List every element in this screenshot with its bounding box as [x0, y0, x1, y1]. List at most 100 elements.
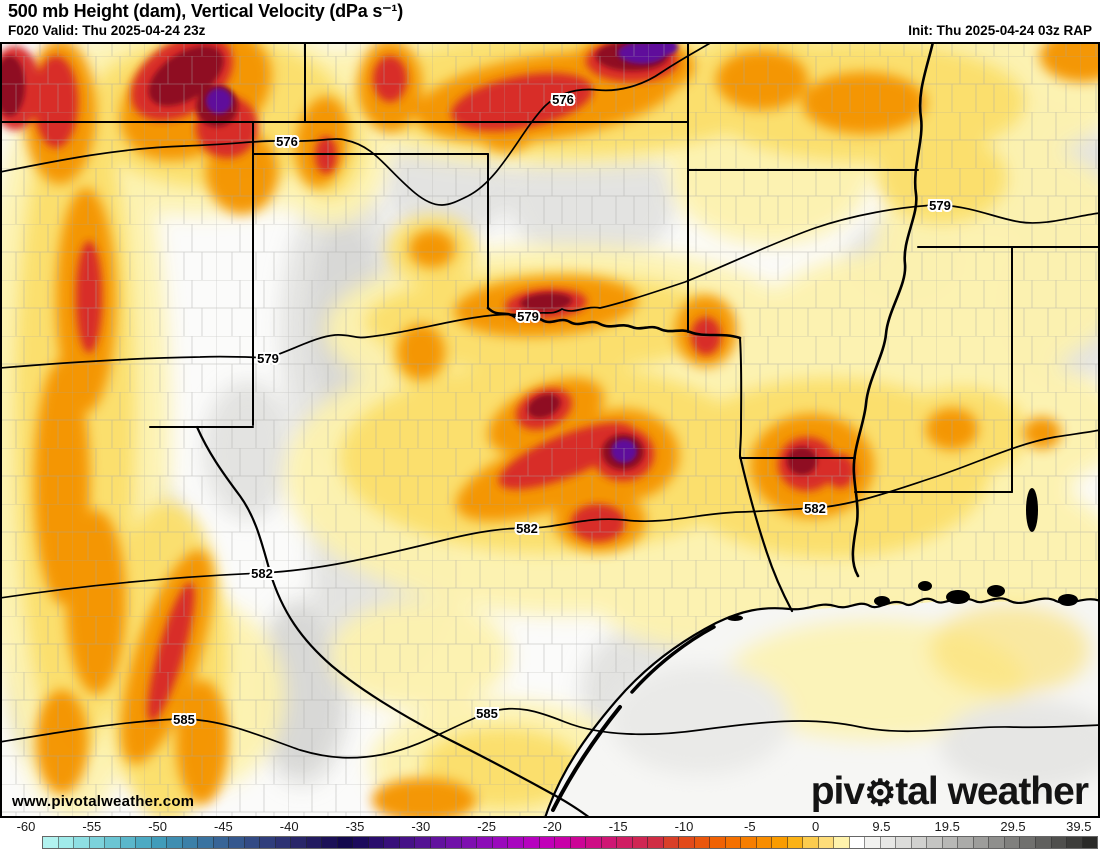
colorbar-cell [523, 837, 540, 848]
gear-icon: ⚙ [864, 773, 896, 813]
colorbar-cell [958, 837, 974, 848]
colorbar-cell [213, 837, 230, 848]
colorbar-cell [663, 837, 680, 848]
colorbar-cell [710, 837, 726, 848]
colorbar-cell [477, 837, 493, 848]
map-panel: 576 576 579 579 579 582 582 582 585 585 … [0, 42, 1100, 818]
contour-label: 579 [929, 198, 951, 213]
colorbar-cell [43, 837, 59, 848]
colorbar-tick-label: -15 [608, 819, 628, 834]
colorbar-cell [834, 837, 850, 848]
colorbar-cell [198, 837, 214, 848]
colorbar-tick-label: -30 [411, 819, 431, 834]
colorbar-tick-label: -45 [213, 819, 233, 834]
valid-time-label: F020 Valid: Thu 2025-04-24 23z [8, 23, 206, 38]
colorbar-cell [555, 837, 571, 848]
contour-label: 585 [173, 712, 195, 727]
watermark-url: www.pivotalweather.com [12, 793, 195, 810]
colorbar-cell [989, 837, 1005, 848]
colorbar-cell [756, 837, 773, 848]
colorbar-cell [880, 837, 897, 848]
colorbar-cell [182, 837, 199, 848]
colorbar-cell [539, 837, 556, 848]
colorbar-cell [368, 837, 385, 848]
colorbar-tick-label: 9.5 [872, 819, 891, 834]
colorbar-cell [1036, 837, 1052, 848]
colorbar-cell [911, 837, 928, 848]
contour-label: 582 [804, 501, 826, 516]
colorbar-cell [865, 837, 881, 848]
colorbar-cell [570, 837, 587, 848]
colorbar-cell [461, 837, 478, 848]
colorbar-cell [1051, 837, 1068, 848]
colorbar-cell [1067, 837, 1083, 848]
contour-label: 582 [251, 566, 273, 581]
header: 500 mb Height (dam), Vertical Velocity (… [0, 0, 1100, 42]
contour-label: 576 [276, 134, 298, 149]
colorbar-cell [803, 837, 819, 848]
colorbar-cell [818, 837, 835, 848]
colorbar: -60 -55 -50 -45 -40 -35 -30 -25 -20 -15 -10 -5 0 9.5 1… [0, 818, 1100, 850]
colorbar-cell [74, 837, 90, 848]
state-borders [2, 44, 1098, 493]
colorbar-cell [942, 837, 959, 848]
colorbar-cell [167, 837, 183, 848]
contour-label-group: 576 576 579 579 579 582 582 582 585 585 [171, 90, 953, 729]
colorbar-cell [229, 837, 245, 848]
contour-label: 579 [517, 309, 539, 324]
colorbar-cell [244, 837, 261, 848]
colorbar-tick-label: -25 [477, 819, 496, 834]
colorbar-cell [787, 837, 804, 848]
rivers-coast [195, 44, 1098, 816]
pivotal-weather-logo: piv⚙tal weather [811, 770, 1089, 814]
colorbar-cell [973, 837, 990, 848]
colorbar-tick-label: -40 [279, 819, 299, 834]
colorbar-cell [415, 837, 431, 848]
colorbar-cell [1082, 837, 1098, 848]
colorbar-tick-label: 39.5 [1066, 819, 1092, 834]
colorbar-tick-label: -35 [345, 819, 365, 834]
colorbar-cell [679, 837, 695, 848]
colorbar-cell [772, 837, 788, 848]
coastline [544, 597, 1098, 816]
rio-grande [195, 425, 590, 816]
colorbar-cell [306, 837, 323, 848]
red-river [486, 306, 742, 340]
contour-label: 582 [516, 521, 538, 536]
colorbar-cell [694, 837, 711, 848]
colorbar-cell [927, 837, 943, 848]
contour-label: 585 [476, 706, 498, 721]
colorbar-cell [275, 837, 292, 848]
colorbar-tick-label: 29.5 [1000, 819, 1026, 834]
colorbar-tick-label: 0 [811, 819, 820, 834]
colorbar-cell [353, 837, 369, 848]
colorbar-cell [430, 837, 447, 848]
colorbar-cell [399, 837, 416, 848]
colorbar-tick-label: -50 [148, 819, 167, 834]
colorbar-cell [446, 837, 462, 848]
contour-label: 576 [552, 92, 574, 107]
colorbar-cell [322, 837, 338, 848]
colorbar-cell [105, 837, 121, 848]
contour-585 [2, 707, 1098, 759]
colorbar-ticks: -60 -55 -50 -45 -40 -35 -30 -25 -20 -15 -10 -5 0 9.5 1… [0, 818, 1100, 836]
colorbar-cell [120, 837, 137, 848]
coastal-bays [727, 488, 1078, 621]
map-title: 500 mb Height (dam), Vertical Velocity (… [8, 1, 404, 21]
contour-582 [2, 429, 1098, 599]
colorbar-cell [384, 837, 400, 848]
colorbar-cell [1020, 837, 1036, 848]
colorbar-bar [42, 836, 1098, 849]
colorbar-tick-label: -55 [82, 819, 102, 834]
barrier-island [551, 705, 622, 812]
colorbar-cell [291, 837, 307, 848]
colorbar-cell [337, 837, 354, 848]
colorbar-cell [136, 837, 152, 848]
colorbar-cell [601, 837, 618, 848]
colorbar-tick-label: -20 [542, 819, 562, 834]
colorbar-cell [1004, 837, 1021, 848]
colorbar-cell [849, 837, 866, 848]
colorbar-cell [648, 837, 664, 848]
colorbar-cell [741, 837, 757, 848]
contour-579 [2, 204, 1098, 369]
